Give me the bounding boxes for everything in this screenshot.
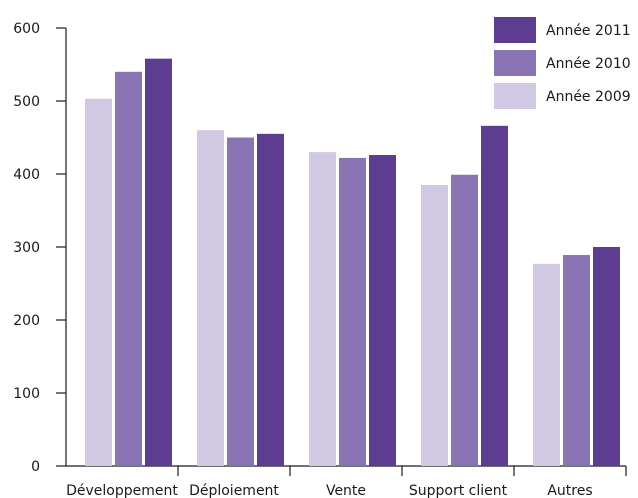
y-tick-label: 400 xyxy=(13,167,40,183)
legend-label: Année 2011 xyxy=(546,23,631,39)
bar xyxy=(145,58,172,466)
bar xyxy=(309,152,336,466)
x-category-label: Déploiement xyxy=(189,483,279,498)
legend: Année 2011 Année 2010 Année 2009 xyxy=(494,17,631,109)
y-tick-label: 200 xyxy=(13,313,40,329)
y-tick-label: 0 xyxy=(31,459,40,475)
y-tick-label: 600 xyxy=(13,21,40,37)
bar xyxy=(227,137,254,466)
bar xyxy=(257,133,284,466)
legend-label: Année 2009 xyxy=(546,89,631,105)
bar xyxy=(481,125,508,466)
x-category-label: Support client xyxy=(409,483,508,498)
bar xyxy=(85,98,112,466)
legend-swatch xyxy=(494,50,536,76)
y-tick-label: 300 xyxy=(13,240,40,256)
legend-label: Année 2010 xyxy=(546,56,631,72)
bar xyxy=(533,263,560,466)
bar xyxy=(421,184,448,466)
y-tick-label: 100 xyxy=(13,386,40,402)
x-category-label: Développement xyxy=(66,483,178,498)
y-tick-label: 500 xyxy=(13,94,40,110)
x-axis-labels: Développement Déploiement Vente Support cli… xyxy=(66,483,593,498)
y-axis-ticks: 0 100 200 300 400 500 600 xyxy=(13,21,66,475)
bar xyxy=(339,157,366,466)
bar xyxy=(197,130,224,466)
bar xyxy=(593,247,620,466)
x-category-label: Vente xyxy=(326,483,366,498)
bars-group xyxy=(85,58,620,467)
bar xyxy=(115,71,142,467)
legend-swatch xyxy=(494,17,536,43)
bar xyxy=(369,155,396,466)
bar xyxy=(451,174,478,467)
x-category-label: Autres xyxy=(547,483,592,498)
bar xyxy=(563,255,590,466)
legend-swatch xyxy=(494,83,536,109)
